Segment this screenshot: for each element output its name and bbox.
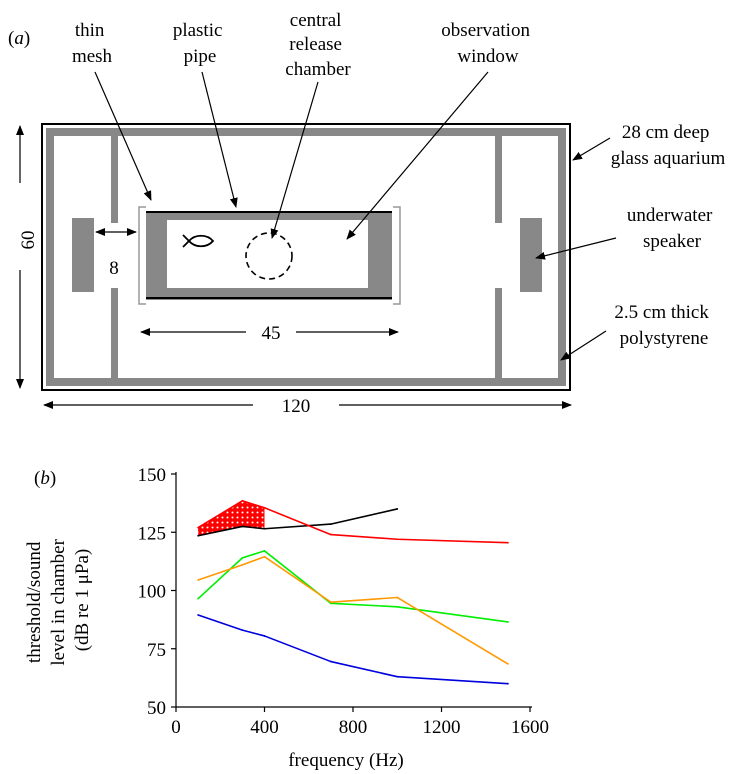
dim-length-label: 120	[282, 396, 311, 417]
arrow-polystyrene	[560, 330, 607, 361]
panel-b-chart: (b) threshold/sound level in chamber (dB…	[24, 465, 549, 771]
left-partition-top	[111, 136, 118, 223]
label-underwater-speaker: underwater speaker	[627, 205, 717, 252]
series-5-point	[263, 635, 266, 637]
right-speaker	[520, 218, 542, 292]
dim-gap-label: 8	[109, 258, 119, 279]
x-tick-label: 0	[171, 717, 181, 738]
x-tick-label: 800	[339, 717, 368, 738]
series-4-point	[396, 596, 399, 599]
series-3-point	[263, 549, 266, 552]
series-line-2	[197, 499, 508, 544]
label-observation-window: observation window	[441, 20, 534, 67]
arrow-release-chamber	[270, 81, 319, 239]
arrow-plastic-pipe	[201, 71, 238, 208]
label-plastic-pipe: plastic pipe	[173, 20, 227, 67]
series-4-point	[263, 555, 266, 558]
series-5-point	[241, 629, 244, 632]
label-polystyrene: 2.5 cm thick polystyrene	[614, 302, 713, 349]
left-speaker	[72, 218, 94, 292]
series-2-point	[506, 541, 509, 544]
y-tick-label: 100	[138, 582, 167, 603]
series-2-point	[263, 506, 266, 509]
series-2-point	[396, 538, 399, 541]
y-tick-label: 75	[147, 640, 166, 661]
fish-icon	[182, 234, 215, 248]
x-tick-label: 400	[250, 717, 279, 738]
chart-axes	[171, 472, 532, 712]
dim-pipe-label: 45	[262, 323, 281, 344]
right-partition-top	[495, 136, 502, 223]
arrow-speaker	[535, 237, 617, 260]
x-tick-label: 1200	[423, 717, 461, 738]
arrow-observation-window	[346, 71, 489, 240]
series-5-point	[506, 682, 509, 685]
release-chamber	[245, 232, 293, 280]
chart-tick-labels: 50 75 100 125 150 0 400 800 1200 1600	[138, 465, 550, 738]
series-3-point	[506, 621, 509, 623]
series-4-point	[241, 563, 244, 566]
left-partition-bottom	[111, 288, 118, 378]
panel-a-diagram: (a) thin mesh plastic pipe central relea…	[8, 10, 725, 417]
label-aquarium: 28 cm deep glass aquarium	[611, 122, 726, 169]
series-line-4	[197, 555, 509, 665]
chart-shaded-region-group	[198, 500, 265, 536]
panel-b-label: (b)	[34, 468, 56, 489]
series-3-point	[241, 556, 244, 559]
mesh-right	[393, 206, 401, 305]
series-2-point	[329, 533, 332, 536]
series-3-point	[396, 605, 399, 608]
right-partition-bottom	[495, 288, 502, 378]
x-tick-label: 1600	[511, 717, 549, 738]
series-5-point	[396, 675, 399, 678]
chart-series-group	[197, 499, 509, 685]
series-4-point	[506, 662, 509, 665]
label-central-release-chamber: central release chamber	[285, 10, 351, 80]
series-5-point	[197, 614, 200, 616]
y-tick-label: 150	[138, 465, 167, 486]
mesh-left	[138, 206, 146, 305]
series-1-point	[396, 508, 399, 510]
series-3-point	[197, 597, 200, 600]
shaded-region	[198, 500, 265, 536]
series-line-3	[197, 550, 508, 623]
x-axis-label: frequency (Hz)	[288, 750, 404, 771]
panel-a-label: (a)	[8, 28, 30, 49]
series-4-point	[329, 601, 332, 604]
series-5-point	[329, 660, 332, 663]
series-1-point	[329, 523, 332, 525]
series-line-5	[197, 614, 508, 685]
y-tick-label: 125	[138, 523, 167, 544]
series-4-point	[197, 579, 200, 581]
series-1-point	[241, 525, 244, 528]
series-2-point	[197, 526, 200, 529]
series-1-point	[263, 527, 266, 530]
arrow-thin-mesh	[94, 71, 152, 201]
dim-height-label: 60	[18, 231, 39, 250]
label-thin-mesh: thin mesh	[72, 20, 113, 67]
y-tick-label: 50	[147, 698, 166, 719]
series-1-point	[197, 534, 200, 537]
series-2-point	[241, 499, 244, 502]
arrow-aquarium	[572, 137, 611, 161]
observation-window	[167, 220, 368, 288]
y-axis-label: threshold/sound level in chamber (dB re …	[24, 534, 93, 665]
